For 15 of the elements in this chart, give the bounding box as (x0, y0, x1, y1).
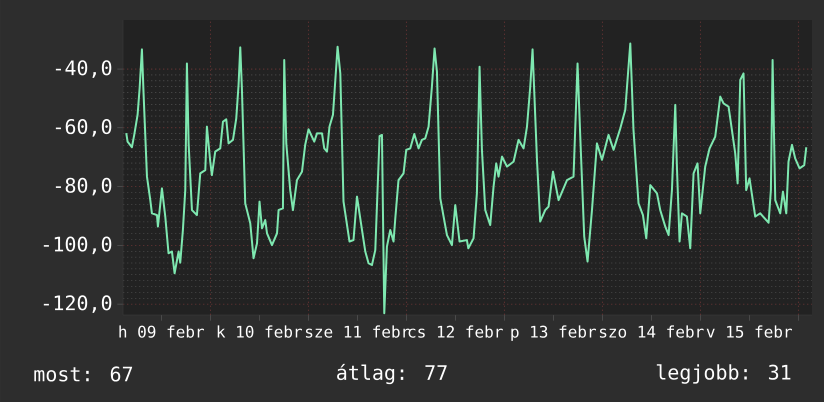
y-tick-label: -80,0 (56, 178, 112, 196)
x-tick-label: p 13 febr (511, 325, 596, 341)
x-tick-label: h 09 febr (119, 325, 204, 338)
text: átlag: 77 (337, 364, 447, 384)
text: legjobb: 31 (656, 364, 790, 384)
x-tick-label: v 15 febr (706, 325, 792, 338)
y-tick-label: -40,0 (56, 60, 112, 78)
text: most: 67 (34, 366, 132, 382)
y-tick-label: -100,0 (44, 236, 112, 254)
y-tick-label: -120,0 (44, 295, 112, 313)
x-tick-label: szo 14 febr (600, 325, 704, 338)
y-tick-label: -60,0 (56, 118, 112, 137)
x-tick-label: cs 12 febr (408, 325, 503, 338)
x-tick-label: sze 11 febr (306, 325, 410, 338)
x-tick-label: k 10 febr (218, 325, 302, 338)
